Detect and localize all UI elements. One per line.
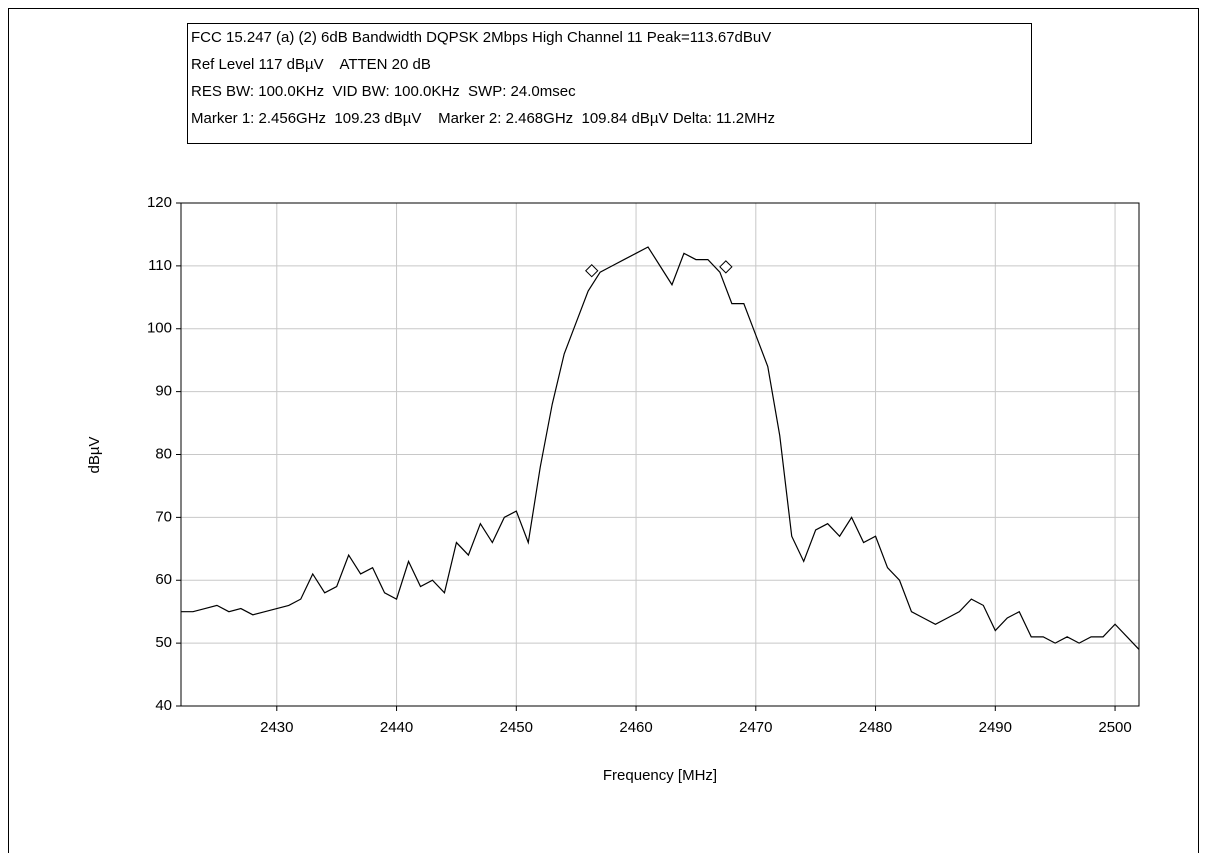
plot-frame [180,202,1140,707]
y-axis-label: dBµV [86,437,103,474]
y-tick-label: 50 [155,634,172,651]
marker [585,264,599,278]
x-tick-label: 2490 [979,719,1012,736]
y-tick-label: 40 [155,697,172,714]
frame [8,8,1199,853]
x-axis-label: Frequency [MHz] [603,767,717,784]
header-box [187,23,1032,144]
y-tick-label: 90 [155,383,172,400]
header-line: FCC 15.247 (a) (2) 6dB Bandwidth DQPSK 2… [191,29,771,46]
x-tick-label: 2480 [859,719,892,736]
x-tick-label: 2500 [1098,719,1131,736]
trace-line [181,246,1140,650]
y-tick-label: 120 [147,194,172,211]
header-line: Ref Level 117 dBµV ATTEN 20 dB [191,56,431,73]
x-tick-label: 2470 [739,719,772,736]
x-tick-label: 2450 [500,719,533,736]
x-tick-label: 2440 [380,719,413,736]
header-line: RES BW: 100.0KHz VID BW: 100.0KHz SWP: 2… [191,83,576,100]
y-tick-label: 100 [147,320,172,337]
y-tick-label: 80 [155,445,172,462]
marker [719,260,733,274]
x-tick-label: 2430 [260,719,293,736]
x-tick-label: 2460 [619,719,652,736]
y-tick-label: 60 [155,571,172,588]
header-line: Marker 1: 2.456GHz 109.23 dBµV Marker 2:… [191,110,775,127]
y-tick-label: 110 [148,257,172,274]
y-tick-label: 70 [155,508,172,525]
